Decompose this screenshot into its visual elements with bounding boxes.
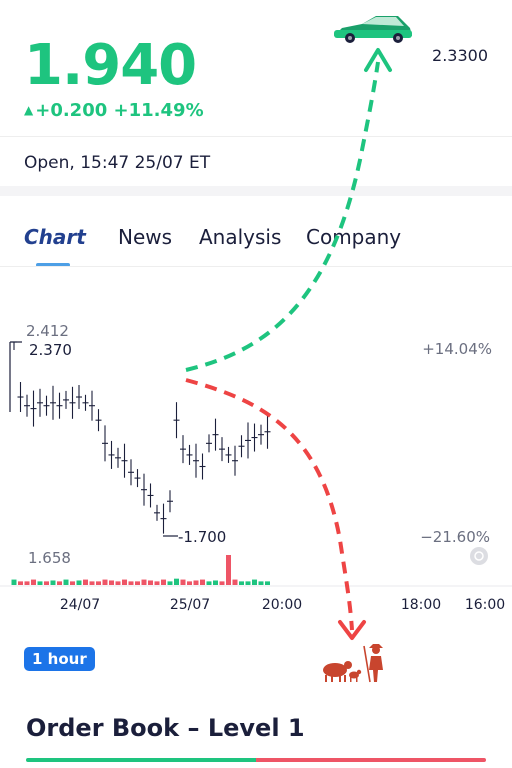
- volume-bar: [57, 581, 62, 585]
- chart-settings-icon[interactable]: [470, 547, 488, 565]
- x-tick-label: 25/07: [170, 597, 210, 613]
- volume-bar: [206, 581, 212, 585]
- volume-bar: [115, 581, 121, 585]
- volume-bar: [31, 579, 36, 585]
- change-percent: +11.49%: [113, 100, 204, 121]
- volume-bar: [50, 580, 56, 585]
- down-arrow-path: [185, 378, 354, 631]
- volume-bar: [63, 579, 69, 585]
- volume-bar: [102, 579, 108, 585]
- volume-bar: [180, 579, 186, 585]
- volume-bar: [11, 579, 17, 585]
- tab-chart[interactable]: Chart: [24, 225, 86, 249]
- up-arrowhead-icon: [364, 48, 392, 72]
- volume-bar: [122, 579, 127, 585]
- volume-bar: [213, 580, 218, 585]
- volume-bar: [161, 579, 166, 585]
- price-label-high: 2.370: [29, 341, 72, 359]
- farmer-with-animals-icon: [323, 644, 383, 683]
- price-label-low: -1.700: [178, 528, 226, 546]
- volume-bar: [70, 581, 75, 585]
- volume-bar: [89, 581, 95, 585]
- interval-selector-button[interactable]: 1 hour: [24, 647, 95, 671]
- reference-price: 2.3300: [432, 46, 488, 65]
- change-value: +0.200: [35, 100, 108, 121]
- order-book-buy-bar: [26, 758, 256, 762]
- volume-bar: [187, 581, 192, 585]
- price-change: ▲ +0.200 +11.49%: [24, 98, 204, 123]
- pct-label-top: +14.04%: [422, 340, 492, 358]
- pct-label-bottom: −21.60%: [420, 528, 490, 546]
- volume-bar: [96, 581, 101, 585]
- volume-bar: [232, 579, 238, 585]
- down-arrowhead-icon: [338, 620, 366, 640]
- volume-bar: [174, 578, 179, 585]
- up-triangle-icon: ▲: [24, 103, 34, 117]
- volume-bar: [193, 580, 199, 585]
- volume-bar: [239, 581, 244, 585]
- volume-bar: [226, 555, 231, 585]
- divider: [0, 136, 512, 137]
- x-tick-label: 20:00: [262, 597, 302, 613]
- tab-company[interactable]: Company: [306, 225, 402, 249]
- x-tick-label: 18:00: [401, 597, 441, 613]
- volume-bar: [109, 580, 114, 585]
- volume-bar: [135, 581, 140, 585]
- volume-bar: [128, 581, 134, 585]
- last-price: 1.940: [24, 33, 197, 98]
- candle-series: [11, 341, 271, 534]
- volume-bar: [148, 580, 153, 585]
- order-book-title: Order Book – Level 1: [26, 714, 305, 742]
- volume-series: [11, 555, 270, 585]
- volume-bar: [141, 579, 147, 585]
- volume-bar: [245, 581, 251, 585]
- chart-settings-icon-inner: [474, 551, 484, 561]
- x-tick-label: 16:00: [465, 597, 505, 613]
- up-arrow-path: [185, 61, 380, 372]
- tab-analysis[interactable]: Analysis: [199, 225, 282, 249]
- volume-bar: [18, 581, 23, 585]
- section-separator: [0, 186, 512, 196]
- volume-bar: [44, 581, 49, 585]
- volume-bar: [37, 581, 43, 585]
- volume-bar: [167, 581, 173, 585]
- volume-bar: [258, 581, 264, 585]
- tab-news[interactable]: News: [118, 225, 173, 249]
- car-icon: [334, 16, 412, 43]
- volume-bar: [219, 581, 225, 585]
- volume-bar: [252, 579, 257, 585]
- volume-bar: [76, 580, 82, 585]
- volume-bar: [200, 579, 205, 585]
- price-label-top: 2.412: [26, 322, 69, 340]
- x-tick-label: 24/07: [60, 597, 100, 613]
- volume-bar: [154, 581, 160, 585]
- volume-bar: [265, 581, 270, 585]
- volume-bar: [83, 579, 88, 585]
- volume-label-max: 1.658: [28, 549, 71, 567]
- order-book-sell-bar: [256, 758, 486, 762]
- divider: [0, 266, 512, 267]
- active-tab-indicator: [36, 263, 70, 267]
- volume-bar: [24, 581, 30, 585]
- market-status: Open, 15:47 25/07 ET: [24, 153, 211, 173]
